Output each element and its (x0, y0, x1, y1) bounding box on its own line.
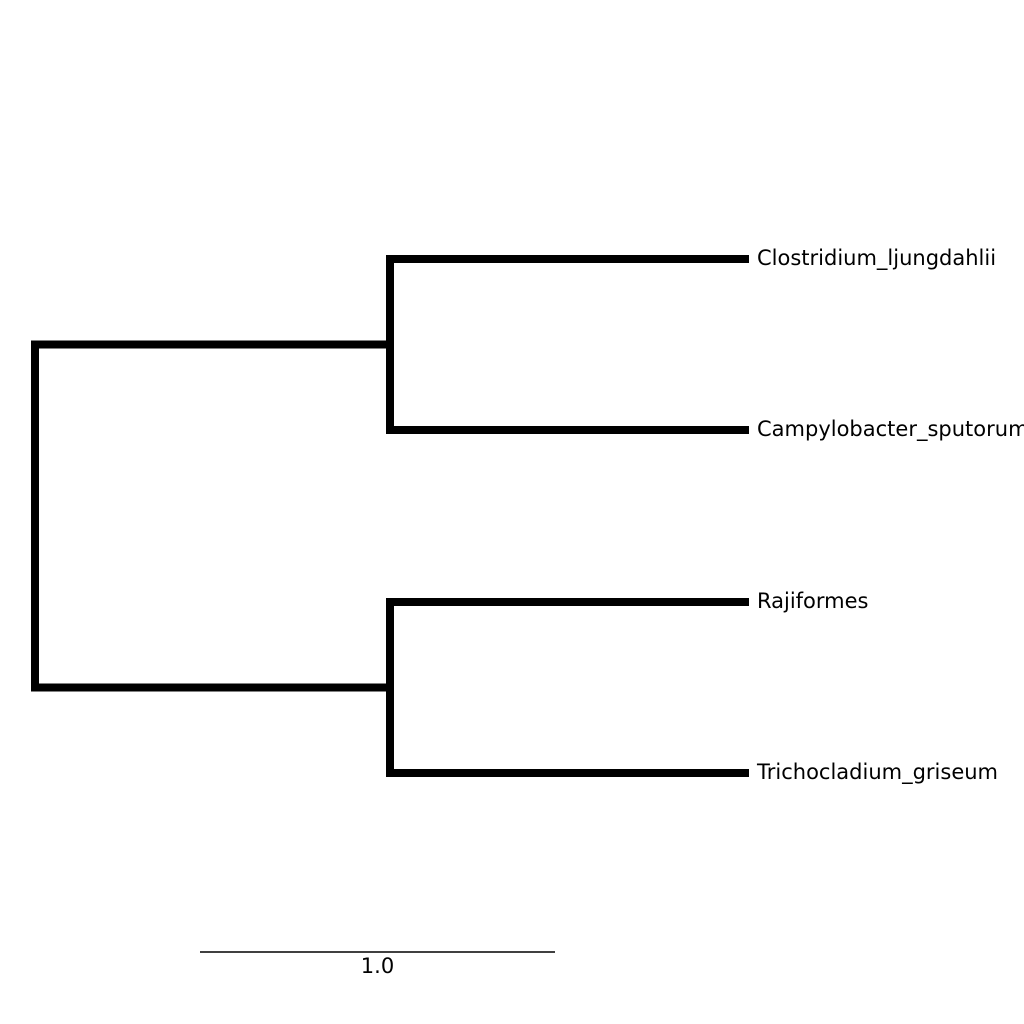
leaf-label-clostridium-ljungdahlii: Clostridium_ljungdahlii (757, 246, 996, 271)
leaf-label-trichocladium-griseum: Trichocladium_griseum (756, 760, 998, 785)
leaf-label-rajiformes: Rajiformes (757, 589, 869, 613)
scale-bar-label: 1.0 (361, 954, 394, 978)
leaf-label-campylobacter-sputorum: Campylobacter_sputorum (757, 417, 1024, 442)
